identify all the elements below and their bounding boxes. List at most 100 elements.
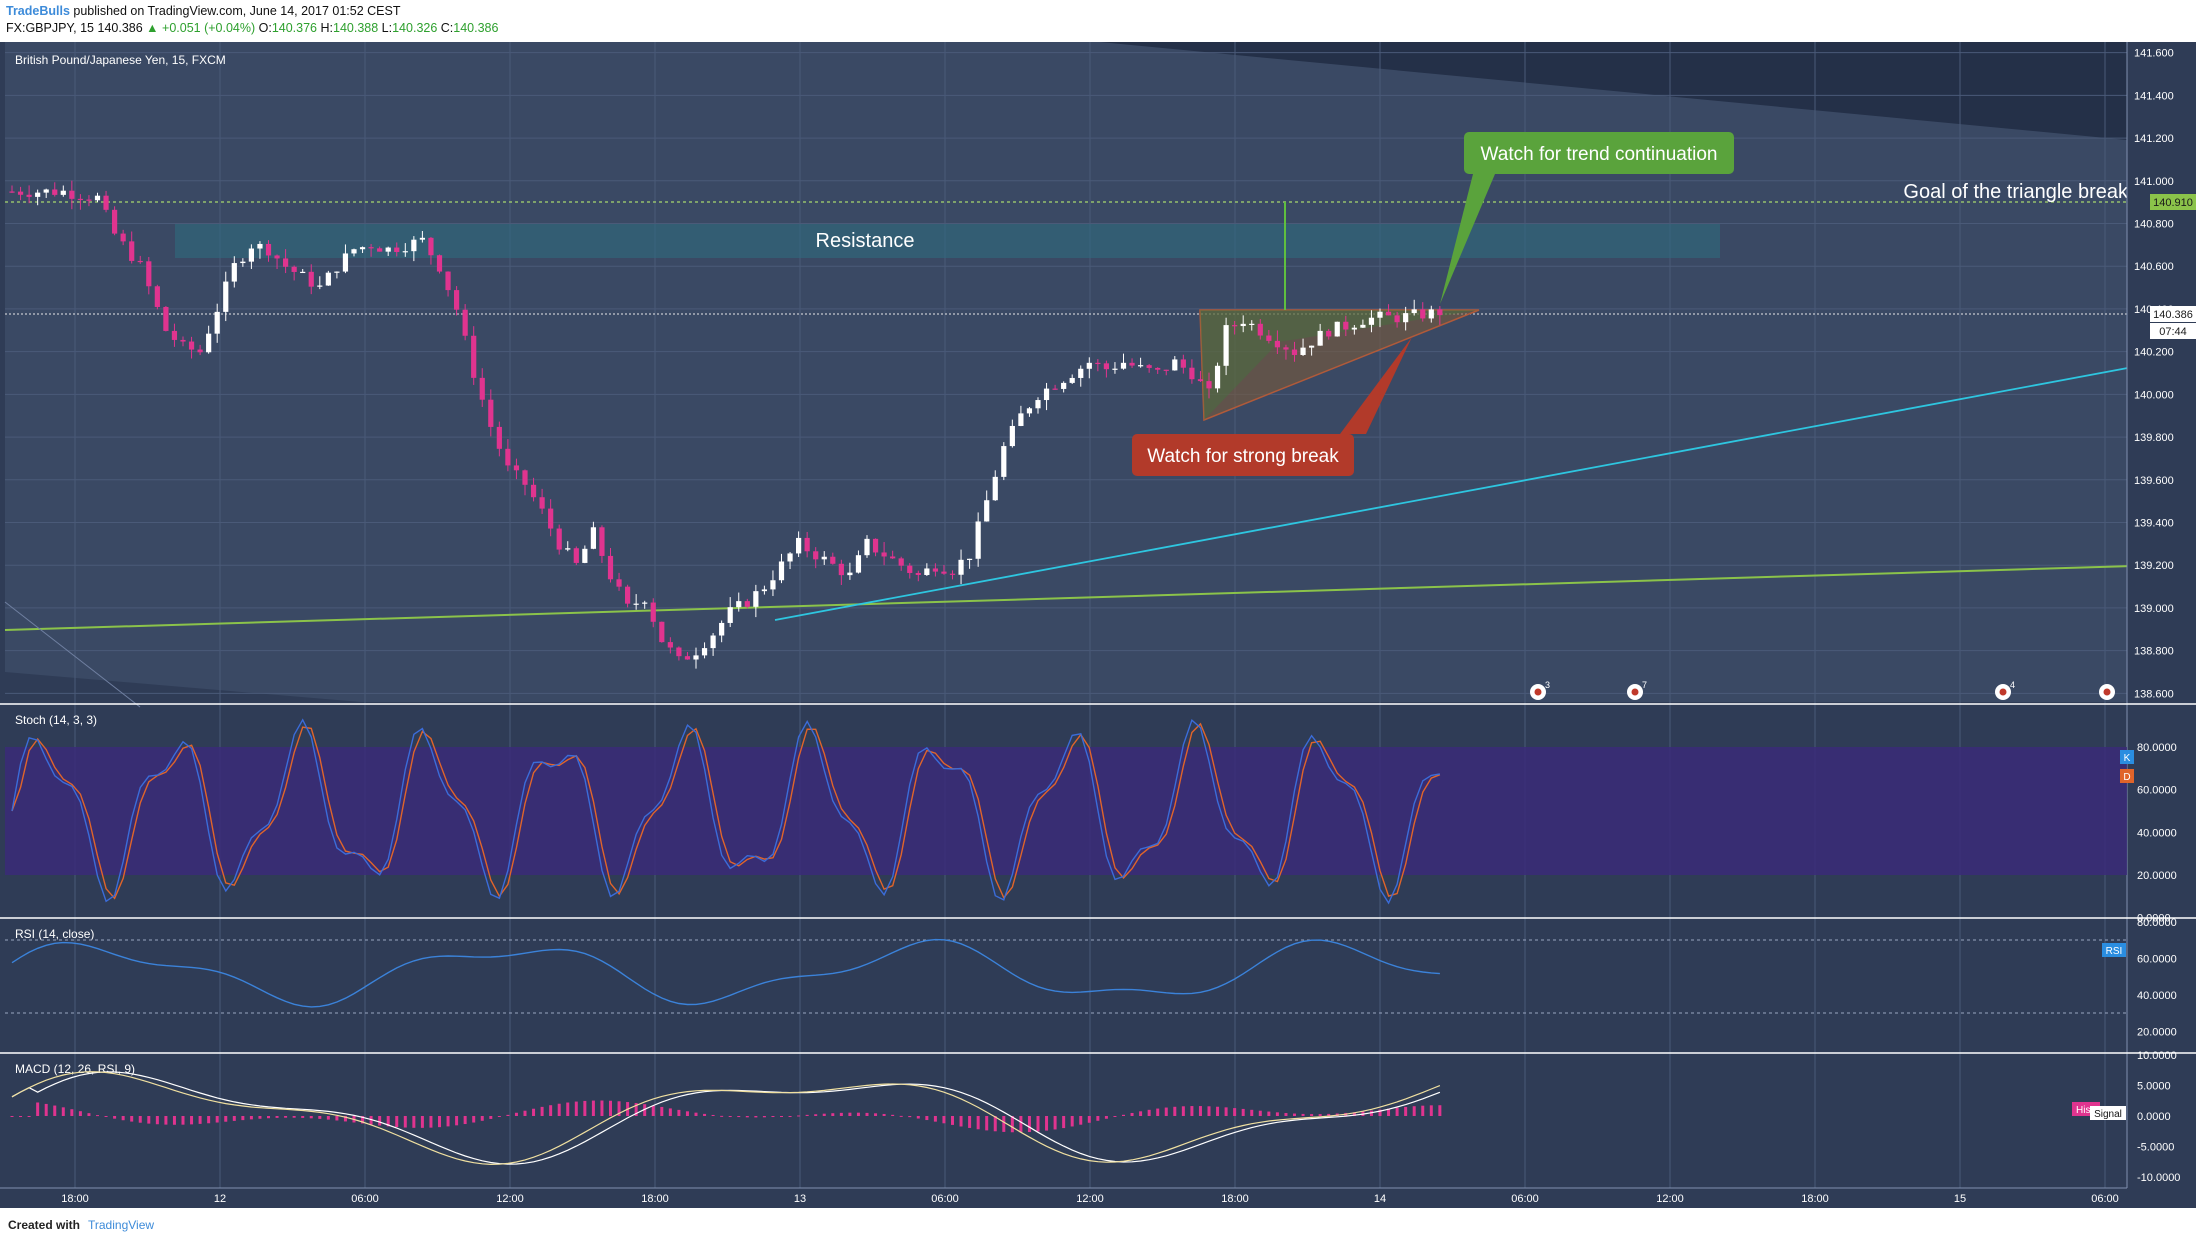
bearish-candle — [26, 194, 32, 197]
bearish-candle — [573, 548, 579, 563]
time-tick-label: 15 — [1954, 1193, 1966, 1205]
bullish-candle — [565, 548, 571, 550]
bearish-candle — [283, 258, 289, 267]
macd-histogram-bar — [822, 1113, 826, 1116]
macd-hist-badge-label: His — [2076, 1105, 2090, 1116]
macd-histogram-bar — [1327, 1113, 1331, 1116]
macd-histogram-bar — [882, 1113, 886, 1116]
bearish-candle — [949, 573, 956, 575]
bullish-candle — [325, 272, 331, 286]
bearish-candle — [1232, 325, 1238, 327]
bearish-candle — [1291, 349, 1298, 355]
bearish-candle — [496, 426, 502, 449]
time-tick-label: 14 — [1374, 1193, 1386, 1205]
macd-histogram-bar — [284, 1116, 288, 1118]
bearish-candle — [830, 556, 836, 564]
bearish-candle — [197, 349, 203, 353]
macd-histogram-bar — [1053, 1116, 1057, 1130]
macd-histogram-bar — [532, 1108, 536, 1116]
bullish-candle — [864, 538, 870, 556]
bullish-candle — [1240, 323, 1246, 327]
chart-header: TradeBulls published on TradingView.com,… — [0, 0, 2196, 42]
tradingview-logo[interactable]: TradingView — [88, 1218, 155, 1232]
large-triangle-lower-shade — [5, 672, 420, 707]
bullish-candle — [778, 561, 785, 581]
bullish-candle — [753, 591, 759, 607]
goal-price-marker-bg — [2150, 194, 2196, 210]
macd-histogram-bar — [1438, 1105, 1442, 1116]
macd-histogram-bar — [198, 1116, 202, 1124]
macd-histogram-bar — [617, 1101, 621, 1116]
macd-histogram-bar — [668, 1108, 672, 1116]
close-value: 140.386 — [453, 21, 499, 35]
bullish-candle — [317, 285, 323, 287]
macd-histogram-bar — [224, 1116, 228, 1122]
stoch-k-badge — [2120, 750, 2134, 764]
macd-histogram-bar — [985, 1116, 989, 1131]
bullish-candle — [958, 559, 964, 575]
macd-histogram-bar — [788, 1116, 792, 1117]
macd-histogram-bar — [395, 1116, 399, 1128]
stoch-d-line — [11, 722, 1441, 900]
bullish-candle — [1223, 325, 1229, 366]
stoch-tick-label: 80.0000 — [2137, 742, 2177, 754]
stoch-tick-label: 0.0000 — [2137, 913, 2171, 925]
macd-histogram-bar — [728, 1116, 732, 1117]
bearish-candle — [556, 528, 562, 550]
bearish-candle — [838, 563, 844, 576]
macd-histogram-bar — [361, 1116, 365, 1124]
macd-histogram-bar — [1378, 1109, 1382, 1116]
macd-histogram-bar — [455, 1116, 459, 1126]
macd-histogram-bar — [951, 1116, 954, 1125]
macd-tick-label: 5.0000 — [2137, 1081, 2171, 1093]
price-tick-label: 138.800 — [2134, 646, 2174, 658]
macd-histogram-bar — [839, 1112, 843, 1116]
bullish-candle — [60, 190, 66, 195]
bullish-candle — [1043, 388, 1050, 401]
price-tick-label: 139.800 — [2134, 432, 2174, 444]
macd-axis-labels: 10.0000 5.0000 0.0000 -5.0000 -10.0000 — [2137, 1050, 2180, 1184]
published-text: published on TradingView.com, June 14, 2… — [73, 4, 401, 18]
bullish-candle — [719, 622, 725, 636]
macd-histogram-bar — [121, 1116, 125, 1121]
macd-histogram-bar — [1113, 1116, 1117, 1117]
bullish-candle — [727, 607, 733, 623]
macd-histogram-bar — [1421, 1105, 1425, 1116]
macd-histogram-bar — [1181, 1106, 1185, 1116]
macd-histogram-bar — [326, 1116, 330, 1120]
bearish-candle — [1052, 388, 1058, 390]
bearish-candle — [659, 621, 665, 643]
bullish-candle — [736, 601, 742, 608]
macd-histogram-bar — [1147, 1109, 1151, 1116]
macd-histogram-bar — [181, 1116, 185, 1125]
macd-histogram-bar — [959, 1116, 963, 1127]
bullish-candle — [642, 602, 648, 604]
trend-callout-pointer — [1440, 174, 1495, 304]
macd-line — [11, 1071, 1441, 1166]
macd-histogram-bar — [1318, 1114, 1322, 1116]
macd-histogram-bar — [1087, 1116, 1091, 1123]
macd-histogram-bar — [267, 1116, 270, 1119]
macd-tick-label: -10.0000 — [2137, 1172, 2180, 1184]
last-price-marker: 140.386 — [2153, 309, 2193, 321]
brand-link[interactable]: TradeBulls — [6, 4, 70, 18]
goal-price-marker: 140.910 — [2153, 197, 2193, 209]
bearish-candle — [1155, 367, 1161, 370]
bullish-candle — [1309, 345, 1315, 348]
macd-histogram-bar — [1250, 1109, 1254, 1116]
macd-histogram-bar — [968, 1116, 972, 1128]
bullish-candle — [590, 527, 596, 549]
chart-canvas[interactable]: Resistance Goal of the triangle break 3 7… — [0, 42, 2196, 1208]
bullish-candle — [257, 243, 263, 249]
macd-histogram-bar — [258, 1116, 262, 1119]
bullish-candle — [1317, 330, 1323, 346]
macd-histogram-bar — [771, 1116, 775, 1118]
bearish-candle — [1274, 340, 1280, 348]
bullish-candle — [1026, 408, 1033, 414]
macd-histogram-bar — [369, 1116, 373, 1125]
ohlc-line: FX:GBPJPY, 15 140.386 ▲ +0.051 (+0.04%) … — [6, 21, 498, 35]
macd-histogram-bar — [797, 1115, 801, 1117]
bearish-candle — [428, 237, 434, 256]
rsi-tick-label: 40.0000 — [2137, 990, 2177, 1002]
bullish-candle — [984, 500, 990, 522]
